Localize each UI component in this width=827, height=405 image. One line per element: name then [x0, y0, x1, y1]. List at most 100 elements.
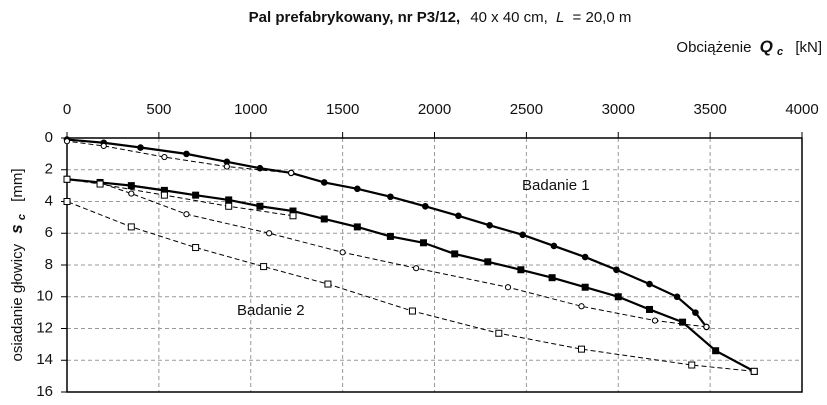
label-part: Q	[760, 37, 773, 56]
label-part: c	[16, 214, 28, 220]
point	[646, 280, 653, 288]
point	[651, 317, 659, 324]
x-tick-label: 1000	[234, 101, 267, 118]
point	[128, 190, 135, 197]
title-part: L	[556, 9, 564, 26]
label-part: [mm]	[9, 168, 26, 201]
point	[320, 215, 328, 223]
x-tick-label: 3000	[602, 101, 635, 118]
point	[408, 307, 416, 315]
x-tick-label: 4000	[785, 101, 818, 118]
x-tick-label: 2500	[510, 101, 543, 118]
y-tick-label: 6	[45, 224, 53, 241]
point	[581, 253, 589, 261]
point	[289, 212, 297, 220]
annotation: Badanie 2	[237, 302, 305, 319]
point	[354, 185, 361, 193]
series-line	[66, 140, 292, 174]
point	[495, 329, 503, 337]
point	[183, 211, 190, 218]
y-tick-label: 4	[45, 192, 53, 209]
y-tick-label: 0	[45, 129, 53, 146]
title-part: = 20,0 m	[573, 9, 632, 26]
point	[504, 284, 512, 291]
point	[413, 265, 420, 272]
point	[645, 305, 653, 313]
point	[517, 266, 525, 274]
label-part: osiadanie głowicy	[9, 243, 26, 361]
point	[339, 249, 346, 256]
title-part: 40 x 40 cm,	[470, 9, 548, 26]
point	[324, 280, 332, 288]
point	[63, 175, 71, 183]
point	[386, 232, 394, 240]
point	[679, 318, 687, 326]
x-tick-label: 500	[146, 101, 171, 118]
point	[192, 191, 200, 199]
x-tick-label: 1500	[326, 101, 359, 118]
point	[288, 169, 295, 177]
point	[183, 150, 190, 158]
point	[548, 274, 556, 282]
x-tick-label: 0	[63, 101, 71, 118]
point	[192, 244, 200, 252]
y-axis-label: osiadanie głowicy s c [mm]	[7, 168, 29, 361]
point	[712, 347, 720, 355]
point	[387, 193, 394, 201]
point	[578, 303, 585, 310]
point	[353, 223, 361, 231]
point	[692, 309, 699, 316]
y-tick-label: 2	[45, 161, 53, 178]
point	[550, 242, 558, 250]
y-tick-label: 8	[45, 256, 53, 273]
x-tick-label: 3500	[693, 101, 726, 118]
label-part: Obciążenie	[676, 39, 751, 56]
point	[519, 231, 527, 239]
point	[63, 198, 71, 205]
point	[486, 222, 493, 229]
label-part: c	[777, 46, 783, 58]
point	[225, 202, 233, 210]
chart-title: Pal prefabrykowany, nr P3/12, 40 x 40 cm…	[249, 9, 632, 26]
point	[614, 293, 622, 301]
point	[127, 182, 135, 190]
point	[96, 180, 104, 188]
point	[419, 239, 427, 247]
point	[161, 153, 168, 161]
point	[160, 191, 168, 199]
point	[223, 163, 230, 170]
point	[100, 142, 107, 150]
y-tick-label: 12	[36, 319, 53, 336]
label-part: s	[7, 224, 26, 233]
point	[127, 223, 135, 231]
point	[260, 263, 268, 271]
point	[750, 367, 758, 375]
title-part: Pal prefabrykowany, nr P3/12,	[249, 9, 460, 26]
point	[484, 258, 492, 266]
x-tick-label: 2000	[418, 101, 451, 118]
point	[63, 138, 71, 145]
point	[688, 361, 696, 369]
plot-frame	[66, 137, 803, 393]
y-tick-label: 10	[36, 288, 53, 305]
point	[320, 179, 328, 186]
series-line	[66, 178, 755, 373]
point	[422, 202, 429, 210]
x-axis-label: Obciążenie Q c [kN]	[676, 37, 822, 59]
y-tick-label: 14	[36, 351, 53, 368]
annotation: Badanie 1	[522, 177, 590, 194]
point	[578, 345, 585, 353]
point	[256, 202, 264, 210]
point	[613, 266, 620, 274]
point	[137, 144, 144, 151]
y-tick-label: 16	[36, 383, 53, 400]
point	[451, 250, 459, 258]
point	[703, 323, 710, 331]
point	[225, 196, 233, 204]
label-part: [kN]	[795, 39, 822, 56]
point	[673, 293, 681, 301]
point	[266, 230, 273, 237]
point	[455, 212, 462, 220]
point	[581, 283, 589, 291]
